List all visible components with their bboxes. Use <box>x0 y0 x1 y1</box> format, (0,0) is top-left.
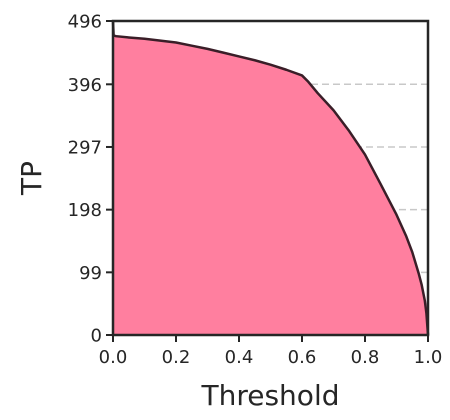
x-tick-label: 0.6 <box>288 347 317 368</box>
x-tick-label: 0.8 <box>351 347 380 368</box>
x-tick-label: 0.4 <box>225 347 254 368</box>
tick-labels: 0 99 198 297 396 496 0.0 0.2 0.4 0.6 0.8 1.0 <box>68 12 443 369</box>
y-axis-title: TP <box>15 161 48 196</box>
x-tick-label: 0.0 <box>99 347 128 368</box>
x-tick-label: 0.2 <box>162 347 191 368</box>
x-tick-label: 1.0 <box>414 347 443 368</box>
y-tick-label: 396 <box>68 75 102 96</box>
y-tick-label: 297 <box>68 137 102 158</box>
tp-curve-line <box>111 20 430 336</box>
axes <box>106 19 430 342</box>
y-tick-label: 0 <box>91 326 102 347</box>
x-axis-title: Threshold <box>201 379 340 412</box>
y-tick-label: 99 <box>79 263 102 284</box>
y-tick-label: 198 <box>68 200 102 221</box>
tp-area-fill <box>113 21 428 335</box>
plot-frame <box>111 19 430 337</box>
y-tick-label: 496 <box>68 12 102 33</box>
